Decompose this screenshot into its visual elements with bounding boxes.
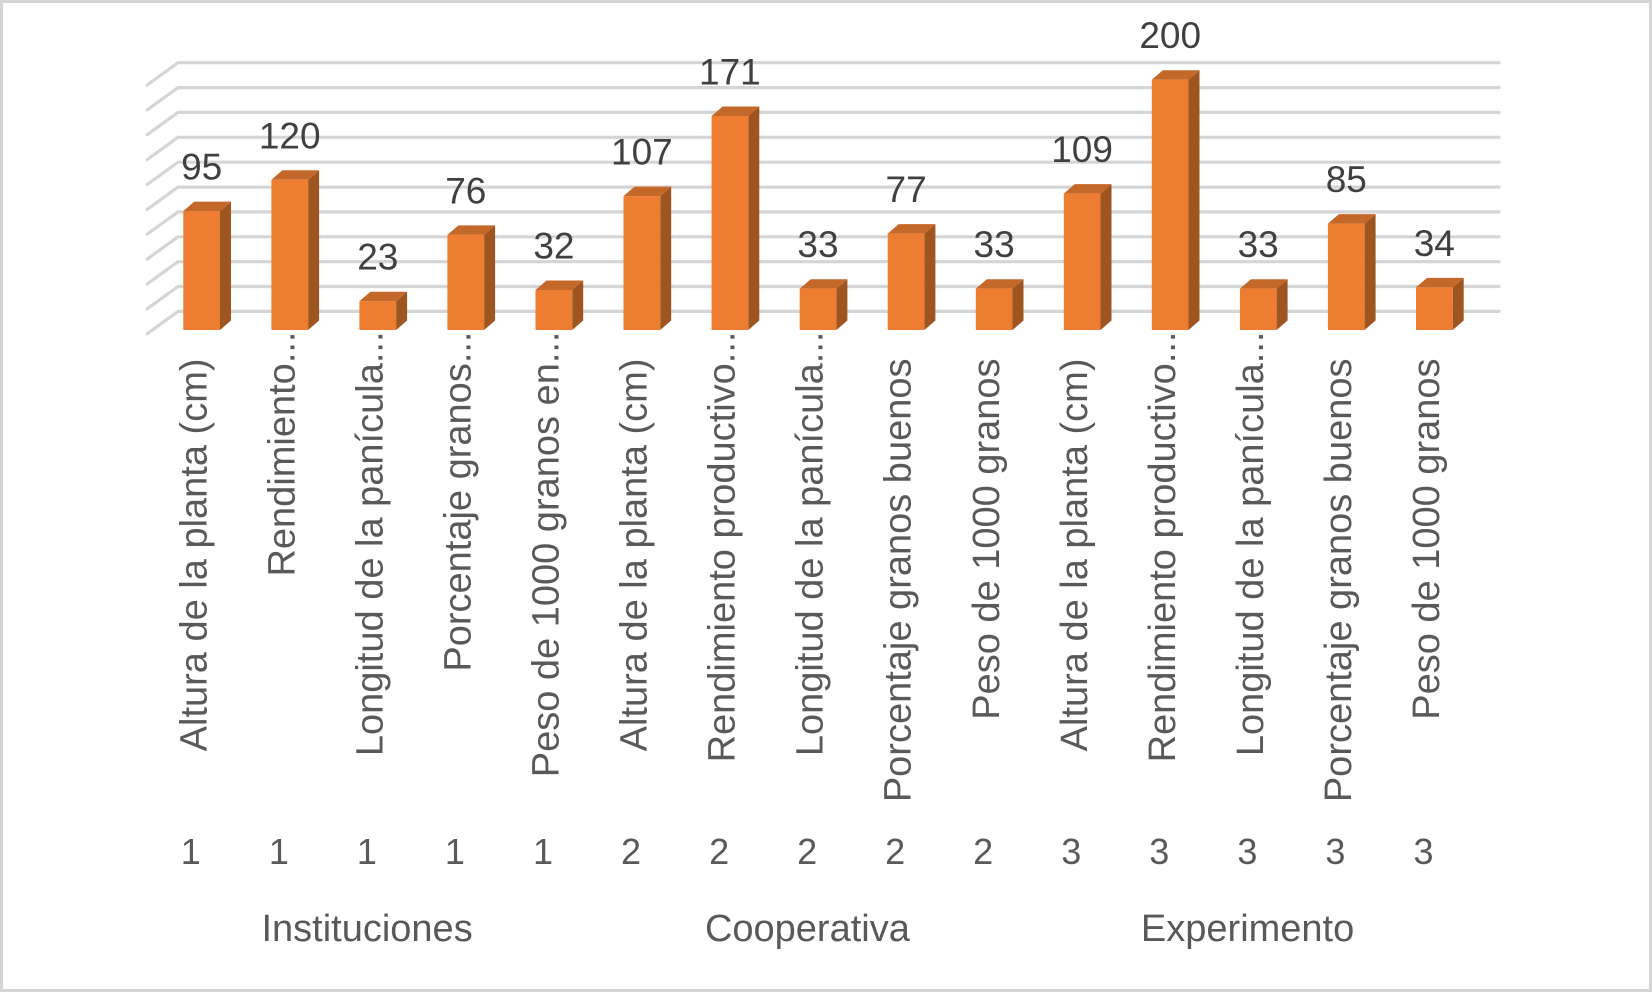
svg-text:33: 33 <box>797 224 838 265</box>
svg-text:3: 3 <box>1061 831 1081 872</box>
svg-text:Altura de la planta (cm): Altura de la planta (cm) <box>1054 359 1096 752</box>
svg-text:33: 33 <box>1238 224 1279 265</box>
svg-text:Altura de la planta (cm): Altura de la planta (cm) <box>173 359 215 752</box>
svg-text:33: 33 <box>974 224 1015 265</box>
svg-text:Rendimiento productivo...: Rendimiento productivo... <box>1142 332 1184 763</box>
svg-text:1: 1 <box>357 831 377 872</box>
svg-text:Rendimiento...: Rendimiento... <box>261 332 303 577</box>
svg-text:32: 32 <box>533 226 574 267</box>
svg-text:1: 1 <box>269 831 289 872</box>
svg-text:77: 77 <box>886 169 927 210</box>
svg-text:3: 3 <box>1237 831 1257 872</box>
svg-text:Longitud de la panícula...: Longitud de la panícula... <box>349 332 391 757</box>
svg-text:Peso de 1000 granos en...: Peso de 1000 granos en... <box>526 332 568 778</box>
svg-text:2: 2 <box>709 831 729 872</box>
svg-text:2: 2 <box>797 831 817 872</box>
svg-text:34: 34 <box>1414 223 1455 264</box>
svg-text:Cooperativa: Cooperativa <box>705 908 911 950</box>
svg-text:2: 2 <box>973 831 993 872</box>
svg-text:85: 85 <box>1326 159 1367 200</box>
svg-text:Longitud de la panícula...: Longitud de la panícula... <box>1230 332 1272 757</box>
svg-text:1: 1 <box>181 831 201 872</box>
svg-text:1: 1 <box>445 831 465 872</box>
svg-text:Altura de la planta (cm): Altura de la planta (cm) <box>614 359 656 752</box>
svg-text:Peso de 1000 granos: Peso de 1000 granos <box>1406 359 1448 720</box>
svg-text:2: 2 <box>885 831 905 872</box>
svg-text:Porcentaje granos buenos: Porcentaje granos buenos <box>1318 359 1360 803</box>
svg-text:3: 3 <box>1149 831 1169 872</box>
svg-text:76: 76 <box>445 170 486 211</box>
svg-text:107: 107 <box>611 132 673 173</box>
svg-text:3: 3 <box>1325 831 1345 872</box>
svg-text:23: 23 <box>357 237 398 278</box>
svg-text:3: 3 <box>1413 831 1433 872</box>
svg-text:Instituciones: Instituciones <box>261 908 472 950</box>
svg-text:95: 95 <box>181 147 222 188</box>
svg-text:Peso de 1000 granos: Peso de 1000 granos <box>966 359 1008 720</box>
svg-text:Experimento: Experimento <box>1141 908 1354 950</box>
svg-text:200: 200 <box>1139 15 1201 56</box>
svg-text:Rendimiento productivo...: Rendimiento productivo... <box>702 332 744 763</box>
svg-text:Porcentaje granos buenos: Porcentaje granos buenos <box>878 358 920 802</box>
svg-text:109: 109 <box>1051 129 1113 170</box>
svg-text:Longitud de la panícula...: Longitud de la panícula... <box>790 331 832 756</box>
svg-text:1: 1 <box>533 831 553 872</box>
svg-text:Porcentaje granos...: Porcentaje granos... <box>437 332 479 672</box>
svg-text:171: 171 <box>699 52 761 93</box>
svg-text:2: 2 <box>621 831 641 872</box>
svg-text:120: 120 <box>259 115 321 156</box>
